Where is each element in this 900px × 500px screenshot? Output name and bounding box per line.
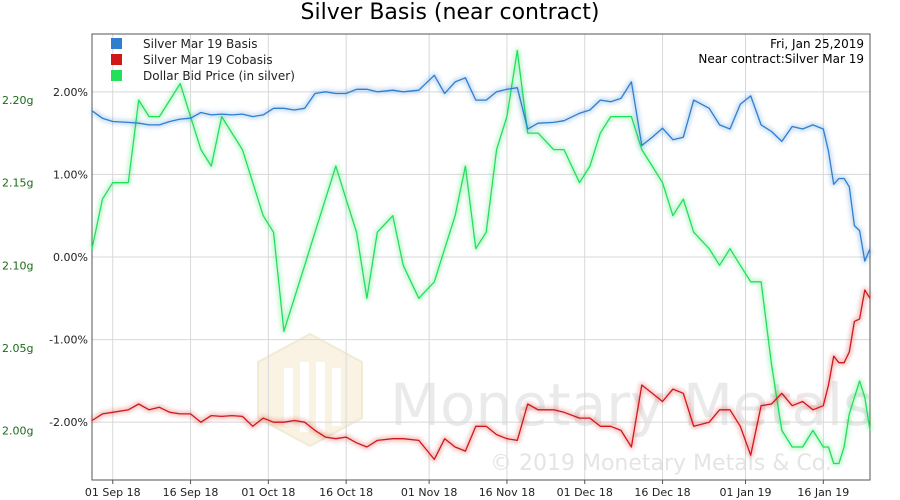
x-tick-label: 16 Jan 19 xyxy=(797,486,849,499)
y-left-tick-label: 2.00% xyxy=(53,86,88,99)
legend-swatch-cobasis xyxy=(111,54,122,65)
legend-label-dollar-bid: Dollar Bid Price (in silver) xyxy=(143,69,295,83)
watermark-brand: Monetary Metals xyxy=(390,371,873,439)
x-tick-label: 01 Oct 18 xyxy=(241,486,295,499)
legend-item-basis: Silver Mar 19 Basis xyxy=(111,37,257,51)
y-right-tick-label: 2.15g xyxy=(2,177,33,190)
series-1 xyxy=(90,287,873,462)
legend-item-cobasis: Silver Mar 19 Cobasis xyxy=(111,53,273,67)
y-axis-left: 2.00% 1.00% 0.00% -1.00% -2.00% xyxy=(49,86,88,429)
series-0 xyxy=(90,72,873,264)
x-axis: 01 Sep 18 16 Sep 18 01 Oct 18 16 Oct 18 01 N… xyxy=(85,480,849,499)
series-2 xyxy=(89,48,873,466)
y-right-tick-label: 2.20g xyxy=(2,94,33,107)
x-tick-label: 01 Dec 18 xyxy=(557,486,613,499)
watermark-copyright: © 2019 Monetary Metals & Co. xyxy=(490,451,832,476)
y-left-tick-label: -2.00% xyxy=(49,416,88,429)
x-tick-label: 16 Nov 18 xyxy=(479,486,535,499)
chart-title: Silver Basis (near contract) xyxy=(301,0,600,25)
annotation-contract: Near contract:Silver Mar 19 xyxy=(698,52,864,66)
series-line xyxy=(91,74,871,262)
x-tick-label: 01 Jan 19 xyxy=(720,486,772,499)
y-right-tick-label: 2.10g xyxy=(2,259,33,272)
series-layer xyxy=(89,48,873,466)
watermark-logo-icon xyxy=(257,332,363,448)
y-right-tick-label: 2.05g xyxy=(2,342,33,355)
legend-item-dollar-bid: Dollar Bid Price (in silver) xyxy=(111,69,295,83)
y-left-tick-label: 0.00% xyxy=(53,251,88,264)
series-line xyxy=(91,49,871,465)
y-left-tick-label: -1.00% xyxy=(49,334,88,347)
x-tick-label: 01 Nov 18 xyxy=(401,486,457,499)
watermark: Monetary Metals © 2019 Monetary Metals &… xyxy=(257,332,873,476)
legend: Silver Mar 19 Basis Silver Mar 19 Cobasi… xyxy=(111,37,295,83)
x-tick-label: 16 Sep 18 xyxy=(163,486,219,499)
plot-frame xyxy=(91,33,871,481)
annotation-date: Fri, Jan 25,2019 xyxy=(770,37,864,51)
legend-label-cobasis: Silver Mar 19 Cobasis xyxy=(143,53,273,67)
y-left-tick-label: 1.00% xyxy=(53,168,88,181)
legend-label-basis: Silver Mar 19 Basis xyxy=(143,37,257,51)
x-tick-label: 01 Sep 18 xyxy=(85,486,141,499)
y-right-tick-label: 2.00g xyxy=(2,424,33,437)
legend-swatch-dollar-bid xyxy=(111,70,122,81)
legend-swatch-basis xyxy=(111,38,122,49)
series-line xyxy=(91,289,871,461)
y-axis-right: 2.20g 2.15g 2.10g 2.05g 2.00g xyxy=(2,94,33,437)
x-tick-label: 16 Oct 18 xyxy=(319,486,373,499)
x-tick-label: 16 Dec 18 xyxy=(634,486,690,499)
